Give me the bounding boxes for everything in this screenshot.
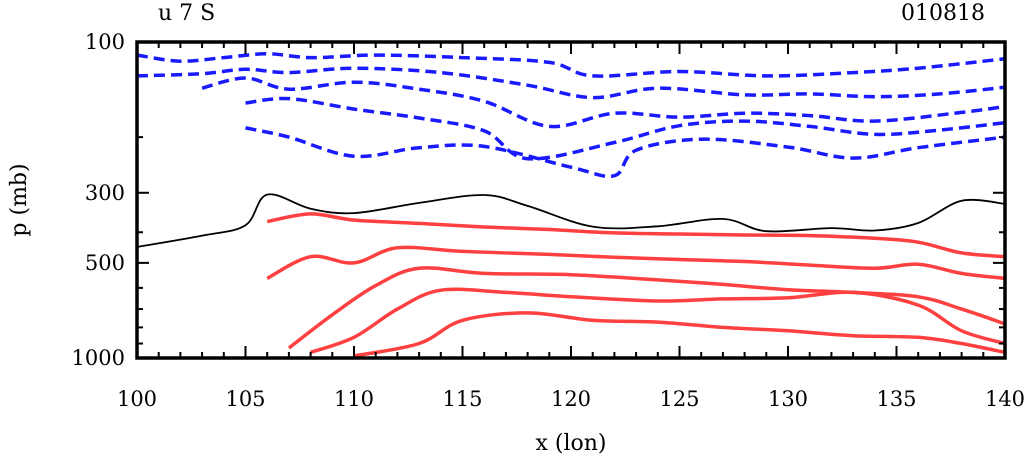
zero-contour bbox=[136, 193, 1006, 248]
y-tick-labels: 100 300 500 1000 bbox=[72, 30, 125, 370]
y-axis-label: p (mb) bbox=[7, 163, 32, 236]
plot-frame bbox=[135, 40, 1007, 360]
x-tick-label: 110 bbox=[334, 387, 374, 411]
x-axis-label: x (lon) bbox=[535, 431, 606, 456]
x-tick-label: 105 bbox=[225, 387, 265, 411]
negative-contour-3 bbox=[245, 96, 1006, 161]
positive-contour-1 bbox=[266, 245, 1006, 281]
negative-contour-4 bbox=[245, 126, 1006, 179]
negative-contour-2 bbox=[201, 76, 1006, 129]
positive-contour-3 bbox=[310, 287, 1006, 355]
y-tick-label: 500 bbox=[85, 251, 125, 275]
x-tick-label: 100 bbox=[117, 387, 157, 411]
x-tick-label: 125 bbox=[659, 387, 699, 411]
negative-contour-0 bbox=[136, 52, 1006, 78]
y-tick-label: 1000 bbox=[72, 346, 125, 370]
plot-contours bbox=[136, 52, 1006, 358]
y-tick-label: 300 bbox=[85, 181, 125, 205]
y-ticks bbox=[137, 41, 1005, 359]
chart-title-right: 010818 bbox=[901, 1, 985, 26]
positive-contour-0 bbox=[266, 212, 1006, 259]
x-tick-label: 120 bbox=[551, 387, 591, 411]
chart-title-left: u 7 S bbox=[158, 1, 215, 26]
negative-contour-1 bbox=[136, 66, 1006, 100]
positive-contour-2 bbox=[287, 266, 1006, 350]
x-tick-label: 135 bbox=[876, 387, 916, 411]
positive-contour-4 bbox=[353, 311, 1006, 358]
y-tick-label: 100 bbox=[85, 30, 125, 54]
x-ticks bbox=[136, 42, 1006, 358]
x-tick-label: 140 bbox=[985, 387, 1025, 411]
x-tick-label: 115 bbox=[442, 387, 482, 411]
x-tick-labels: 100 105 110 115 120 125 130 135 140 bbox=[117, 387, 1025, 411]
x-tick-label: 130 bbox=[768, 387, 808, 411]
